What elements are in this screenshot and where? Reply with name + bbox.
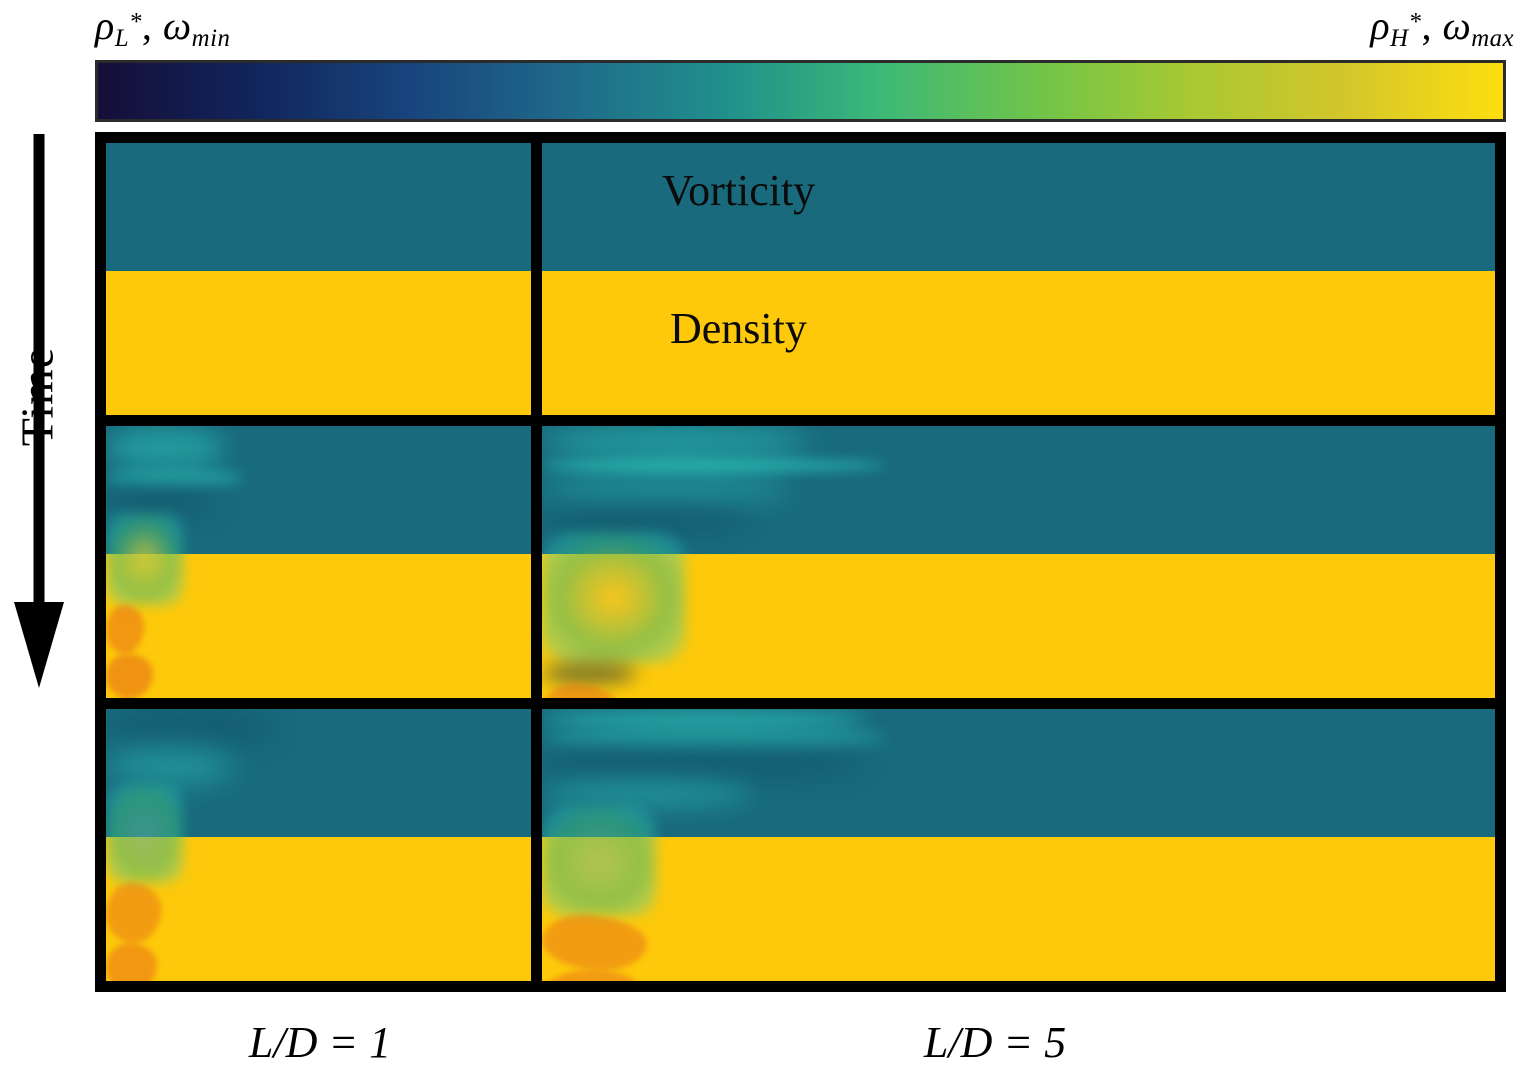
- field-r1c2: [542, 143, 1495, 415]
- x-label-right: L/D = 5: [923, 1018, 1067, 1067]
- rho-subscript: L: [114, 24, 129, 52]
- vortex-ring: [106, 785, 183, 883]
- figure-grid: Vorticity Density: [95, 132, 1506, 992]
- field-r3c2: [542, 708, 1495, 981]
- wake-streak: [542, 747, 867, 780]
- density-band: [542, 553, 1495, 698]
- wake-streak: [106, 469, 242, 486]
- comma-left: ,: [141, 3, 153, 48]
- field-r1c1: [106, 143, 531, 415]
- time-axis-label: Time: [11, 346, 63, 447]
- omega-subscript-min: min: [191, 24, 231, 52]
- density-band: [542, 836, 1495, 981]
- field-r3c1: [106, 708, 531, 981]
- omega-symbol: ω: [1442, 3, 1472, 48]
- comma-right: ,: [1421, 3, 1432, 48]
- wake-streak: [106, 425, 225, 470]
- omega-symbol: ω: [162, 3, 192, 48]
- colorbar-min-label: ρL*, ωmin: [95, 2, 230, 53]
- figure-row-2: [106, 425, 1495, 698]
- vortex-ring: [542, 806, 657, 916]
- x-label-left: L/D = 1: [248, 1018, 392, 1067]
- rho-symbol: ρ: [1370, 3, 1391, 48]
- arrow-down-icon: [14, 134, 64, 688]
- panel-r3c2: [542, 708, 1495, 981]
- field-r2c2: [542, 425, 1495, 698]
- density-band: [542, 270, 1495, 415]
- wake-streak: [106, 708, 276, 748]
- panel-r1c1: [106, 143, 531, 415]
- vorticity-band: [542, 143, 1495, 271]
- rho-star: *: [129, 8, 142, 36]
- field-r2c1: [106, 425, 531, 698]
- panel-r2c2: [542, 425, 1495, 698]
- omega-subscript-max: max: [1471, 24, 1514, 52]
- time-axis-arrow: [6, 132, 88, 692]
- wake-streak: [106, 747, 234, 786]
- wake-streak: [542, 504, 752, 533]
- figure-row-3: [106, 708, 1495, 981]
- panel-r2c1: [106, 425, 531, 698]
- wake-streak: [542, 779, 752, 807]
- rho-star: *: [1408, 8, 1422, 36]
- wake-streak: [106, 485, 217, 513]
- wake-streak: [542, 662, 638, 685]
- vorticity-band: [106, 143, 531, 271]
- panel-r1c2: Vorticity Density: [542, 143, 1495, 415]
- wake-streak: [542, 458, 886, 473]
- panel-r3c1: [106, 708, 531, 981]
- vorticity-label: Vorticity: [662, 166, 816, 215]
- vortex-ring: [106, 513, 183, 606]
- colorbar: [95, 60, 1506, 122]
- figure-row-1: Vorticity Density: [106, 143, 1495, 415]
- wake-streak: [542, 708, 867, 728]
- density-band: [106, 270, 531, 415]
- wake-streak: [542, 472, 790, 505]
- colorbar-gradient: [98, 63, 1503, 119]
- wake-streak: [542, 425, 809, 459]
- vortex-ring: [542, 532, 685, 663]
- colorbar-max-label: ρH*, ωmax: [1370, 2, 1514, 53]
- rho-subscript: H: [1390, 24, 1409, 52]
- wake-streak: [542, 728, 886, 748]
- rho-symbol: ρ: [95, 3, 115, 48]
- density-label: Density: [670, 304, 807, 353]
